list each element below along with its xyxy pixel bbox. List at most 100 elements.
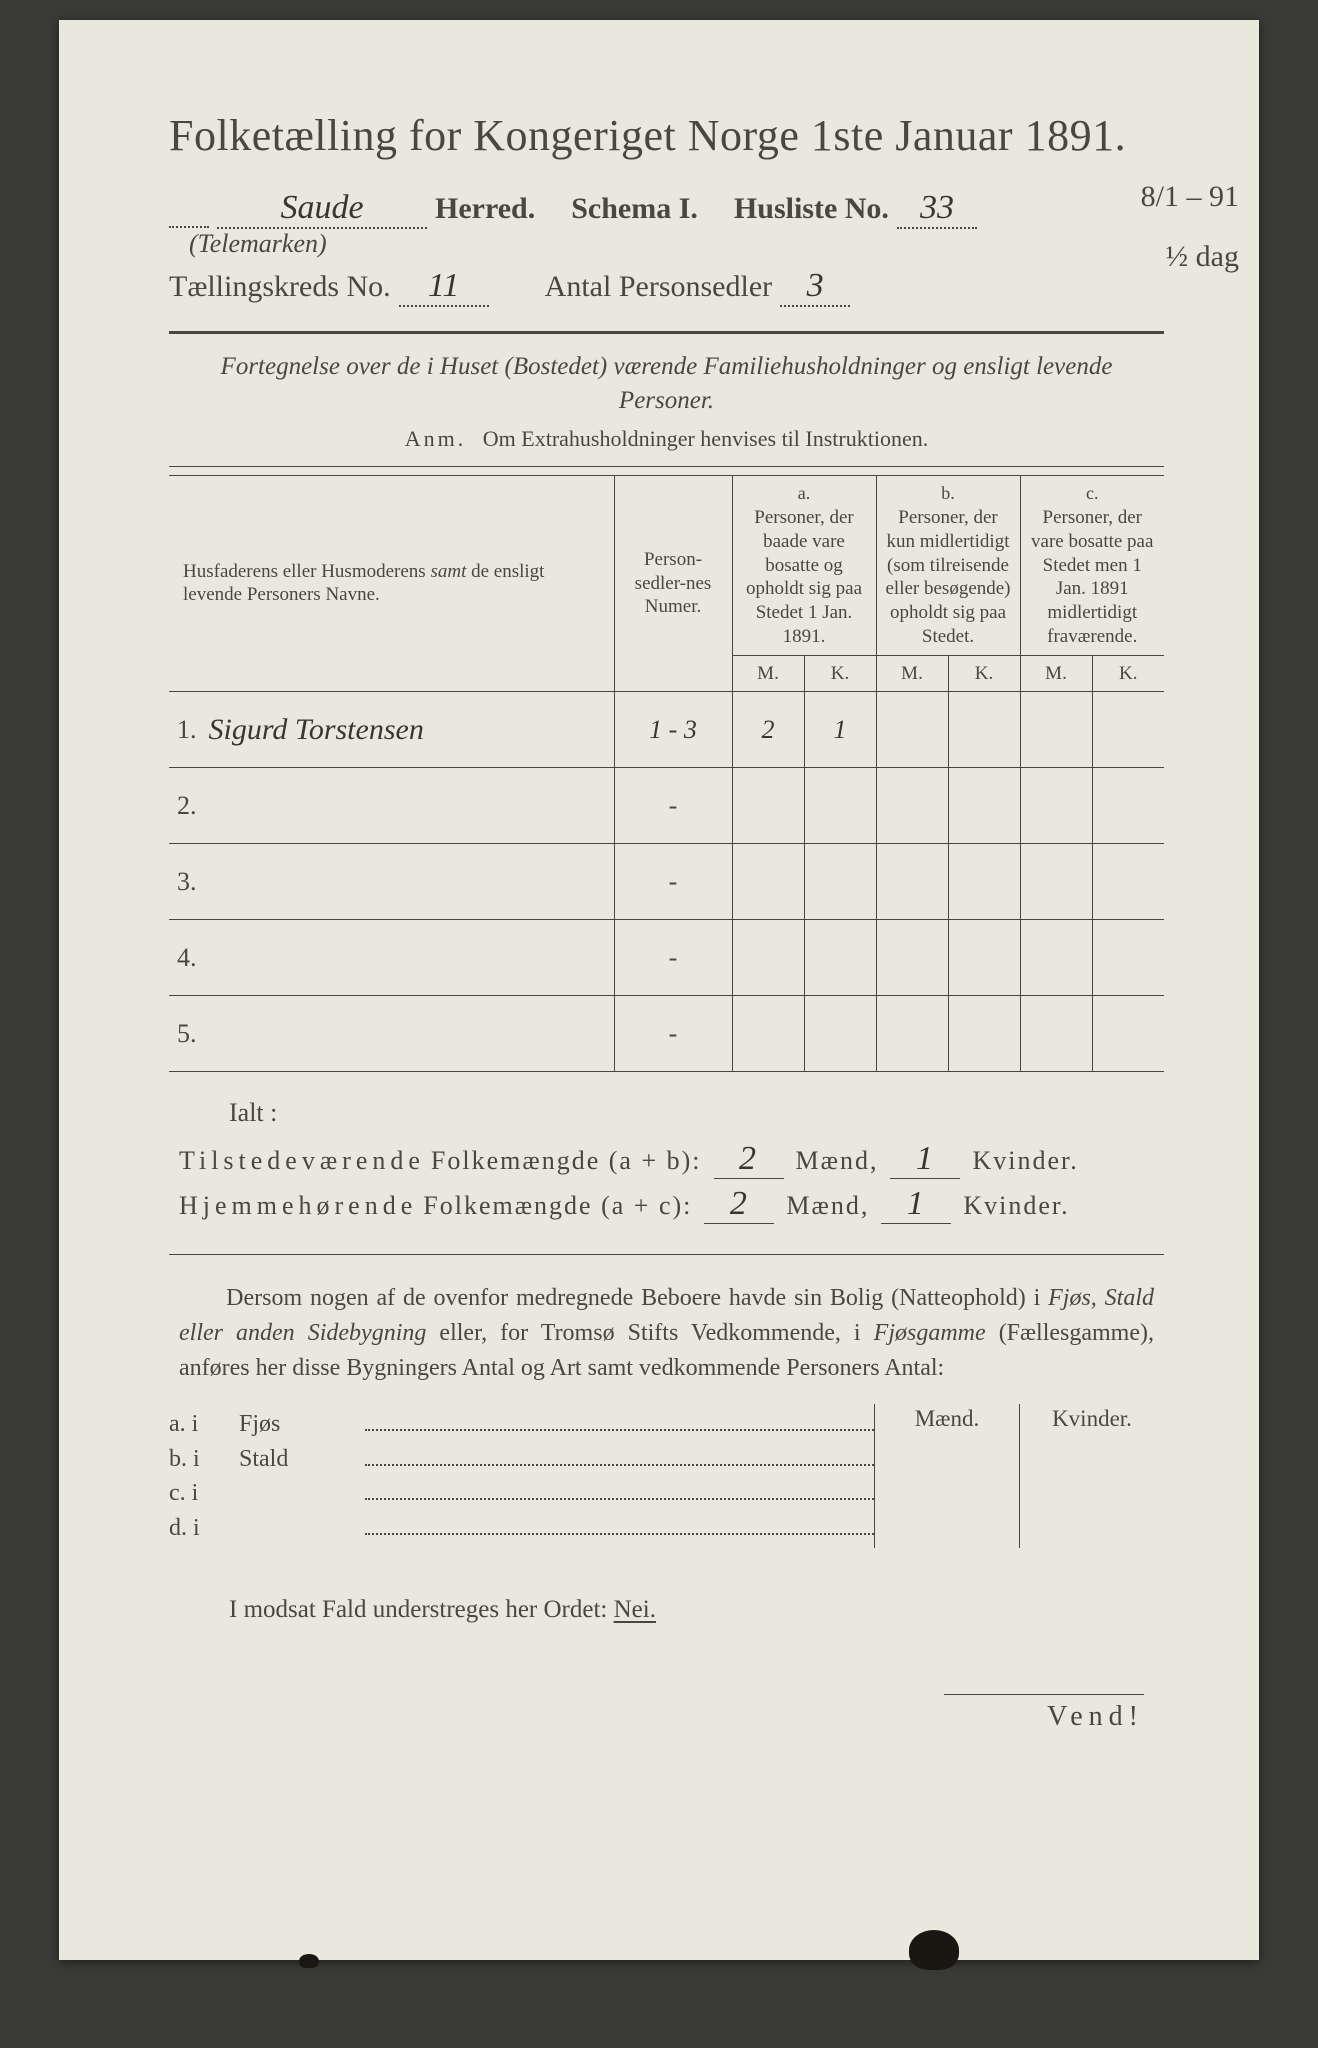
table-row: 5. - <box>169 996 1164 1072</box>
vend-label: Vend! <box>944 1694 1144 1733</box>
totals-line-2: Hjemmehørende Folkemængde (a + c): 2 Mæn… <box>179 1185 1164 1224</box>
husliste-label: Husliste No. <box>734 192 889 226</box>
husliste-value: 33 <box>897 189 977 229</box>
nei-pre: I modsat Fald understreges her Ordet: <box>229 1596 607 1623</box>
totals-1-k: 1 <box>890 1140 960 1179</box>
ink-blot-1 <box>909 1930 959 1970</box>
row-c-k <box>1092 768 1164 844</box>
mk-row-dots <box>365 1513 874 1535</box>
row-name <box>205 920 615 996</box>
totals-1-m: 2 <box>714 1140 784 1179</box>
col-b-k: K. <box>948 655 1020 692</box>
divider-3 <box>169 1254 1164 1255</box>
row-num: 2. <box>169 768 205 844</box>
mk-row: c. i <box>169 1479 874 1508</box>
row-c-m <box>1020 996 1092 1072</box>
totals-maend-1: Mænd, <box>796 1146 879 1176</box>
kreds-value: 11 <box>399 267 489 307</box>
header-line-2: Tællingskreds No. 11 Antal Personsedler … <box>169 267 1164 307</box>
row-a-k <box>804 920 876 996</box>
row-name <box>205 844 615 920</box>
totals-kvinder-2: Kvinder. <box>963 1191 1069 1221</box>
row-num: 5. <box>169 996 205 1072</box>
table-row: 2.- <box>169 768 1164 844</box>
table-row: 3. - <box>169 844 1164 920</box>
divider-2 <box>169 466 1164 467</box>
nei-line: I modsat Fald understreges her Ordet: Ne… <box>229 1596 1164 1624</box>
header-line-1: Saude Herred. Schema I. Husliste No. 33 <box>169 189 1164 229</box>
row-a-m: 2 <box>732 692 804 768</box>
row-c-m <box>1020 844 1092 920</box>
row-numer: - <box>614 996 732 1072</box>
mk-row-dots <box>365 1410 874 1432</box>
row-name <box>205 996 615 1072</box>
row-name <box>205 768 615 844</box>
row-a-k <box>804 844 876 920</box>
row-numer: - <box>614 920 732 996</box>
page-title: Folketælling for Kongeriget Norge 1ste J… <box>169 110 1164 161</box>
row-b-m <box>876 844 948 920</box>
row-num: 4. <box>169 920 205 996</box>
row-a-m <box>732 920 804 996</box>
table-row: 1.Sigurd Torstensen1 - 321 <box>169 692 1164 768</box>
anm-line: Anm. Om Extrahusholdninger henvises til … <box>169 426 1164 452</box>
census-form-page: Folketælling for Kongeriget Norge 1ste J… <box>59 20 1259 1960</box>
mk-row: d. i <box>169 1513 874 1542</box>
row-c-m <box>1020 920 1092 996</box>
col-b-m: M. <box>876 655 948 692</box>
mk-block: a. iFjøsb. iStaldc. id. i Mænd. Kvinder. <box>169 1404 1164 1548</box>
row-b-m <box>876 920 948 996</box>
mk-col-kvinder: Kvinder. <box>1020 1404 1164 1548</box>
margin-note-date: 8/1 – 91 <box>1141 180 1239 214</box>
mk-row: b. iStald <box>169 1444 874 1473</box>
col-c-m: M. <box>1020 655 1092 692</box>
row-c-k <box>1092 920 1164 996</box>
ialt-label: Ialt : <box>229 1098 1164 1128</box>
schema-label: Schema I. <box>571 192 698 226</box>
row-num: 3. <box>169 844 205 920</box>
row-c-m <box>1020 692 1092 768</box>
col-header-c: c. Personer, der vare bosatte paa Stedet… <box>1020 475 1164 655</box>
col-c-k: K. <box>1092 655 1164 692</box>
household-table: Husfaderens eller Husmoderens samt de en… <box>169 475 1164 1073</box>
totals-2-label: Hjemmehørende <box>179 1191 417 1221</box>
antal-value: 3 <box>780 267 850 307</box>
herred-label: Herred. <box>435 192 535 226</box>
totals-kvinder-1: Kvinder. <box>972 1146 1078 1176</box>
row-a-k: 1 <box>804 692 876 768</box>
mk-row-letter: d. i <box>169 1515 239 1542</box>
row-b-k <box>948 920 1020 996</box>
totals-maend-2: Mænd, <box>786 1191 869 1221</box>
row-b-m <box>876 692 948 768</box>
row-a-m <box>732 768 804 844</box>
anm-text: Om Extrahusholdninger henvises til Instr… <box>483 426 928 451</box>
col-header-name: Husfaderens eller Husmoderens samt de en… <box>169 475 614 692</box>
mk-row-dots <box>365 1479 874 1501</box>
row-numer: 1 - 3 <box>614 692 732 768</box>
table-row: 4. - <box>169 920 1164 996</box>
mk-right: Mænd. Kvinder. <box>874 1404 1164 1548</box>
divider-1 <box>169 331 1164 334</box>
margin-note-dag: ½ dag <box>1166 240 1239 274</box>
row-b-k <box>948 768 1020 844</box>
paragraph-bolig: Dersom nogen af de ovenfor medregnede Be… <box>179 1281 1154 1385</box>
mk-row-type: Stald <box>239 1446 359 1473</box>
row-numer: - <box>614 844 732 920</box>
row-c-k <box>1092 996 1164 1072</box>
mk-row-type: Fjøs <box>239 1411 359 1438</box>
mk-row-dots <box>365 1444 874 1466</box>
row-a-m <box>732 996 804 1072</box>
totals-line-1: Tilstedeværende Folkemængde (a + b): 2 M… <box>179 1140 1164 1179</box>
row-a-m <box>732 844 804 920</box>
herred-value: Saude <box>217 189 427 229</box>
anm-lead: Anm. <box>405 426 467 451</box>
ink-blot-2 <box>299 1954 319 1968</box>
col-a-k: K. <box>804 655 876 692</box>
mk-left: a. iFjøsb. iStaldc. id. i <box>169 1404 874 1548</box>
row-b-k <box>948 692 1020 768</box>
row-b-m <box>876 768 948 844</box>
telemarken-paren: (Telemarken) <box>189 229 1164 259</box>
antal-label: Antal Personsedler <box>545 270 772 304</box>
row-b-m <box>876 996 948 1072</box>
kreds-label: Tællingskreds No. <box>169 270 391 304</box>
